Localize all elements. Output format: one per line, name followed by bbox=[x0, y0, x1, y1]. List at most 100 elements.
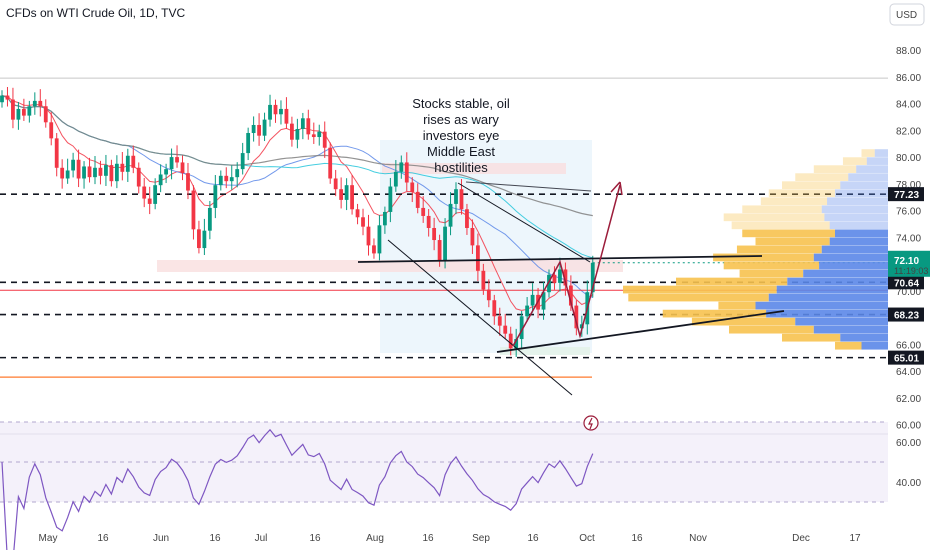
candle-body bbox=[76, 159, 81, 179]
annotation-line: hostilities bbox=[434, 160, 488, 175]
candle-body bbox=[268, 104, 272, 120]
time-tick-label: Sep bbox=[472, 533, 490, 544]
candle-body bbox=[415, 191, 420, 208]
volume-bar-down bbox=[782, 333, 841, 342]
volume-bar-down bbox=[795, 173, 849, 182]
candle-body bbox=[153, 185, 158, 204]
candle-body bbox=[541, 292, 546, 310]
candle-body bbox=[317, 131, 322, 138]
volume-bar-down bbox=[729, 325, 814, 334]
volume-bar-down bbox=[861, 149, 875, 157]
price-tick-label: 80.00 bbox=[896, 153, 921, 164]
currency-button[interactable]: USD bbox=[889, 3, 925, 26]
volume-bar-down bbox=[782, 181, 841, 190]
candle-body bbox=[290, 123, 294, 140]
candle-body bbox=[508, 333, 513, 349]
level-price-label: 77.23 bbox=[894, 190, 919, 201]
candle-body bbox=[361, 217, 365, 227]
candle-body bbox=[530, 294, 535, 306]
candle-body bbox=[202, 230, 207, 249]
resistance-zone bbox=[157, 260, 623, 272]
candle-body bbox=[344, 185, 349, 200]
volume-bar-up bbox=[813, 253, 888, 262]
channel-line bbox=[465, 181, 592, 192]
volume-bar-down bbox=[742, 229, 835, 238]
price-tick-label: 84.00 bbox=[896, 100, 921, 111]
volume-bar-up bbox=[787, 277, 888, 286]
arrow-head bbox=[610, 181, 623, 196]
price-tick-label: 88.00 bbox=[896, 46, 921, 57]
volume-bar-up bbox=[821, 205, 888, 214]
time-tick-label: 16 bbox=[209, 533, 221, 544]
time-tick-label: Oct bbox=[579, 533, 595, 544]
volume-bar-up bbox=[824, 213, 888, 222]
last-price-label: 72.10 bbox=[894, 256, 919, 267]
candle-body bbox=[350, 185, 354, 210]
volume-bar-down bbox=[742, 205, 822, 214]
time-tick-label: Aug bbox=[366, 533, 384, 544]
volume-bar-down bbox=[718, 301, 756, 310]
candle-body bbox=[273, 104, 278, 115]
candle-body bbox=[383, 211, 387, 226]
level-price-tag bbox=[888, 350, 924, 365]
volume-bar-up bbox=[768, 293, 888, 302]
volume-bar-down bbox=[731, 221, 830, 230]
candle-body bbox=[0, 95, 4, 103]
price-tick-label: 74.00 bbox=[896, 233, 921, 244]
candle-body bbox=[437, 240, 442, 262]
candle-body bbox=[175, 157, 179, 163]
annotation-line: Middle East bbox=[427, 144, 495, 159]
volume-bar-down bbox=[723, 213, 825, 222]
volume-bar-down bbox=[755, 237, 830, 246]
candle-body bbox=[257, 124, 261, 136]
candle-body bbox=[311, 134, 316, 138]
axes: 88.00 86.00 84.00 82.00 80.00 78.00 76.00 74.00… bbox=[39, 46, 930, 544]
price-tick-label: 62.00 bbox=[896, 394, 921, 405]
volume-bar-up bbox=[840, 333, 888, 342]
volume-bar-up bbox=[835, 229, 888, 238]
time-tick-label: Nov bbox=[689, 533, 707, 544]
volume-bar-up bbox=[776, 285, 888, 294]
candle-body bbox=[136, 167, 141, 187]
volume-bar-up bbox=[755, 301, 888, 310]
support-trendline bbox=[496, 310, 785, 353]
candle-body bbox=[191, 190, 196, 230]
candle-body bbox=[5, 95, 10, 100]
candle-body bbox=[372, 245, 376, 254]
volume-bar-down bbox=[628, 293, 769, 302]
candle-body bbox=[366, 226, 371, 246]
candle-body bbox=[590, 262, 595, 293]
candle-body bbox=[16, 108, 21, 120]
candle-body bbox=[197, 229, 201, 249]
candle-body bbox=[180, 162, 185, 174]
candle-body bbox=[82, 166, 86, 179]
candle-body bbox=[98, 167, 103, 176]
time-tick-label: 16 bbox=[97, 533, 109, 544]
candle-body bbox=[503, 325, 508, 334]
volume-bar-up bbox=[827, 197, 888, 206]
candle-body bbox=[328, 147, 333, 179]
candle-body bbox=[300, 118, 305, 129]
time-tick-label: May bbox=[39, 533, 58, 544]
annotation-line: investors eye bbox=[423, 128, 500, 143]
candle-body bbox=[519, 316, 524, 340]
candle-body bbox=[393, 171, 398, 187]
ma-long-line bbox=[1, 95, 593, 217]
candle-body bbox=[470, 227, 475, 246]
level-price-tag bbox=[888, 307, 924, 322]
candle-body bbox=[448, 203, 453, 227]
volume-bar-up bbox=[821, 245, 888, 254]
candle-body bbox=[49, 122, 54, 139]
candle-body bbox=[93, 167, 97, 178]
news-annotation[interactable]: Stocks stable, oil rises as wary investo… bbox=[412, 96, 510, 175]
candle-body bbox=[568, 285, 573, 306]
rsi-tick-label: 60.00 bbox=[896, 438, 921, 449]
candle-body bbox=[454, 189, 458, 204]
candle-body bbox=[125, 155, 130, 172]
price-tick-label: 60.00 bbox=[896, 421, 921, 432]
price-tick-label: 86.00 bbox=[896, 73, 921, 84]
candle-body bbox=[443, 226, 447, 262]
candle-body bbox=[355, 209, 360, 218]
event-flash-icon[interactable] bbox=[583, 415, 599, 431]
